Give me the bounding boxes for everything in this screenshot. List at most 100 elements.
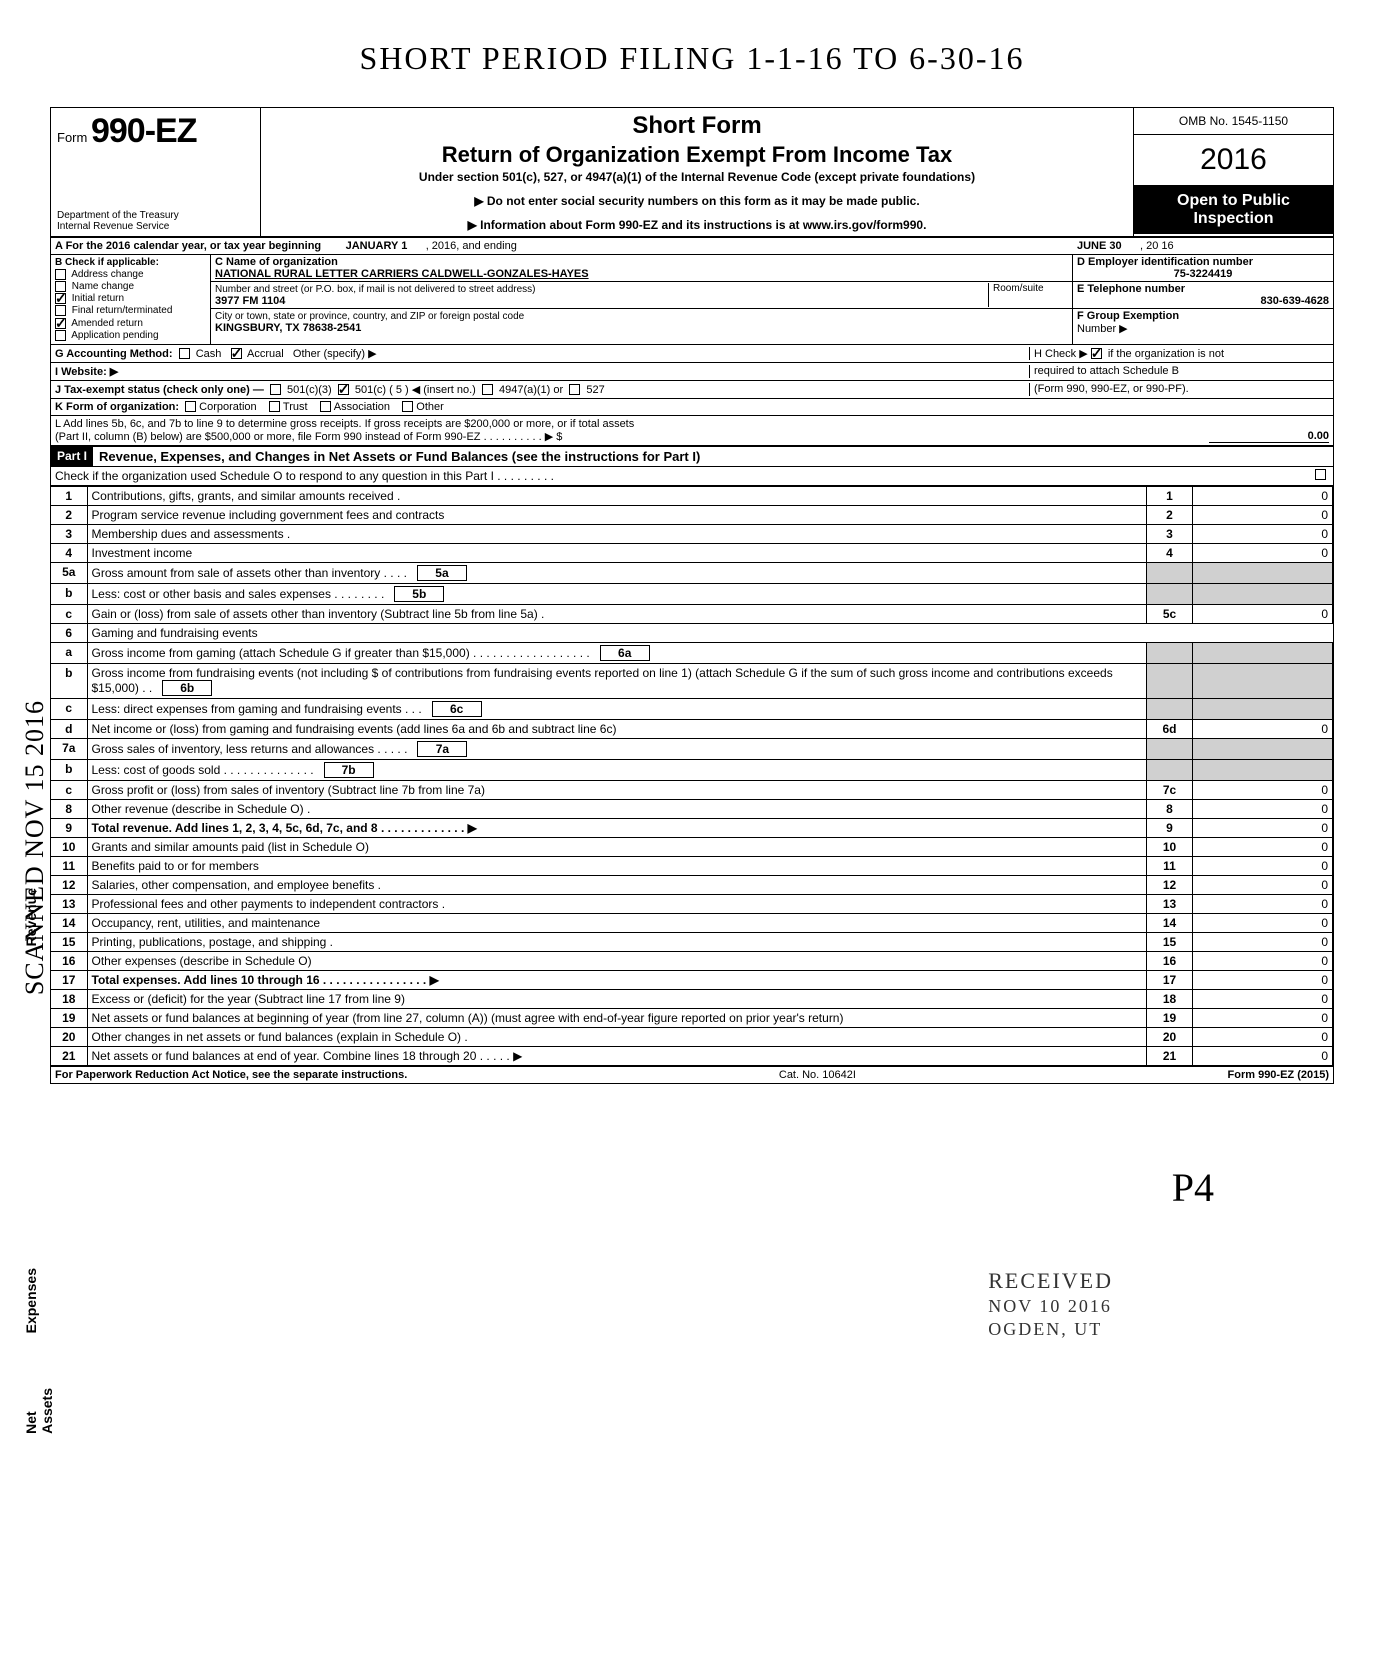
line-num: 3 [1147, 524, 1193, 543]
line-no: 3 [51, 524, 87, 543]
b-checkbox-2[interactable] [55, 293, 66, 304]
line-no: 15 [51, 932, 87, 951]
line-desc: Gaming and fundraising events [87, 623, 1333, 642]
line-num: 7c [1147, 780, 1193, 799]
line-amt-grey [1193, 759, 1333, 780]
line-no: a [51, 642, 87, 663]
line-desc: Net income or (loss) from gaming and fun… [87, 719, 1147, 738]
part-1-title: Revenue, Expenses, and Changes in Net As… [93, 447, 1333, 466]
line-amt-grey [1193, 562, 1333, 583]
short-form-label: Short Form [269, 112, 1125, 140]
b-item-5: Application pending [71, 330, 158, 341]
line-amt: 0 [1193, 524, 1333, 543]
line-num: 1 [1147, 486, 1193, 505]
net-assets-side-label: Net Assets [23, 1388, 55, 1434]
org-name: NATIONAL RURAL LETTER CARRIERS CALDWELL-… [215, 268, 589, 280]
section-b-header: B Check if applicable: [55, 257, 206, 268]
line-num-grey [1147, 562, 1193, 583]
line-no: b [51, 663, 87, 698]
line-no: 4 [51, 543, 87, 562]
schedule-b-checkbox[interactable] [1091, 348, 1102, 359]
line-num: 6d [1147, 719, 1193, 738]
form-prefix: Form [57, 130, 87, 145]
footer-left: For Paperwork Reduction Act Notice, see … [55, 1069, 407, 1081]
line-no: 12 [51, 875, 87, 894]
b-checkbox-5[interactable] [55, 330, 66, 341]
line-num: 2 [1147, 505, 1193, 524]
line-num: 19 [1147, 1008, 1193, 1027]
line-num: 18 [1147, 989, 1193, 1008]
telephone: 830-639-4628 [1077, 295, 1329, 307]
line-amt: 0 [1193, 1046, 1333, 1065]
stamp-location: OGDEN, UT [988, 1319, 1113, 1340]
line-no: c [51, 604, 87, 623]
4947-checkbox[interactable] [482, 384, 493, 395]
line-desc: Less: direct expenses from gaming and fu… [87, 698, 1147, 719]
other-org-checkbox[interactable] [402, 401, 413, 412]
cash-checkbox[interactable] [179, 348, 190, 359]
section-j-label: J Tax-exempt status (check only one) — [55, 384, 264, 396]
line-num-grey [1147, 663, 1193, 698]
accrual-checkbox[interactable] [231, 348, 242, 359]
assoc-checkbox[interactable] [320, 401, 331, 412]
line-desc: Net assets or fund balances at beginning… [87, 1008, 1147, 1027]
section-h-text3: required to attach Schedule B [1034, 365, 1179, 377]
schedule-o-checkbox[interactable] [1315, 469, 1326, 480]
line-desc: Printing, publications, postage, and shi… [87, 932, 1147, 951]
line-no: 2 [51, 505, 87, 524]
b-checkbox-0[interactable] [55, 269, 66, 280]
form-title: Return of Organization Exempt From Incom… [269, 142, 1125, 168]
line-desc: Gain or (loss) from sale of assets other… [87, 604, 1147, 623]
line-no: b [51, 759, 87, 780]
other-method-label: Other (specify) ▶ [293, 348, 377, 360]
501c3-checkbox[interactable] [270, 384, 281, 395]
dept-irs: Internal Revenue Service [57, 221, 254, 232]
form-subtitle: Under section 501(c), 527, or 4947(a)(1)… [269, 170, 1125, 184]
line-desc: Gross profit or (loss) from sales of inv… [87, 780, 1147, 799]
open-public-2: Inspection [1138, 210, 1329, 228]
line-num: 14 [1147, 913, 1193, 932]
line-desc: Gross income from gaming (attach Schedul… [87, 642, 1147, 663]
corp-checkbox[interactable] [185, 401, 196, 412]
line-desc: Excess or (deficit) for the year (Subtra… [87, 989, 1147, 1008]
line-no: 5a [51, 562, 87, 583]
line-desc: Occupancy, rent, utilities, and maintena… [87, 913, 1147, 932]
line-a-begin: JANUARY 1 [346, 240, 408, 252]
footer-right: Form 990-EZ (2015) [1228, 1069, 1329, 1081]
line-desc: Membership dues and assessments . [87, 524, 1147, 543]
line-no: 17 [51, 970, 87, 989]
line-amt: 0 [1193, 837, 1333, 856]
line-no: 1 [51, 486, 87, 505]
line-num-grey [1147, 583, 1193, 604]
line-amt: 0 [1193, 604, 1333, 623]
line-desc: Gross sales of inventory, less returns a… [87, 738, 1147, 759]
instruction-2: ▶ Information about Form 990-EZ and its … [269, 218, 1125, 232]
received-stamp: RECEIVED NOV 10 2016 OGDEN, UT [988, 1268, 1113, 1340]
line-num: 17 [1147, 970, 1193, 989]
gross-receipts-amt: 0.00 [1209, 430, 1329, 443]
line-no: 8 [51, 799, 87, 818]
line-desc: Other expenses (describe in Schedule O) [87, 951, 1147, 970]
line-amt-grey [1193, 583, 1333, 604]
dept-treasury: Department of the Treasury [57, 210, 254, 221]
line-amt: 0 [1193, 486, 1333, 505]
501c-checkbox[interactable] [338, 384, 349, 395]
line-amt-grey [1193, 642, 1333, 663]
line-num: 10 [1147, 837, 1193, 856]
b-item-3: Final return/terminated [72, 306, 173, 317]
527-label: 527 [586, 384, 604, 396]
b-checkbox-4[interactable] [55, 318, 66, 329]
line-amt: 0 [1193, 894, 1333, 913]
line-desc: Contributions, gifts, grants, and simila… [87, 486, 1147, 505]
line-desc: Benefits paid to or for members [87, 856, 1147, 875]
line-amt: 0 [1193, 951, 1333, 970]
line-num-grey [1147, 759, 1193, 780]
527-checkbox[interactable] [569, 384, 580, 395]
trust-checkbox[interactable] [269, 401, 280, 412]
room-suite-label: Room/suite [988, 283, 1068, 307]
line-desc: Professional fees and other payments to … [87, 894, 1147, 913]
line-num-grey [1147, 698, 1193, 719]
open-public-1: Open to Public [1138, 192, 1329, 210]
line-no: 9 [51, 818, 87, 837]
b-item-4: Amended return [71, 318, 143, 329]
